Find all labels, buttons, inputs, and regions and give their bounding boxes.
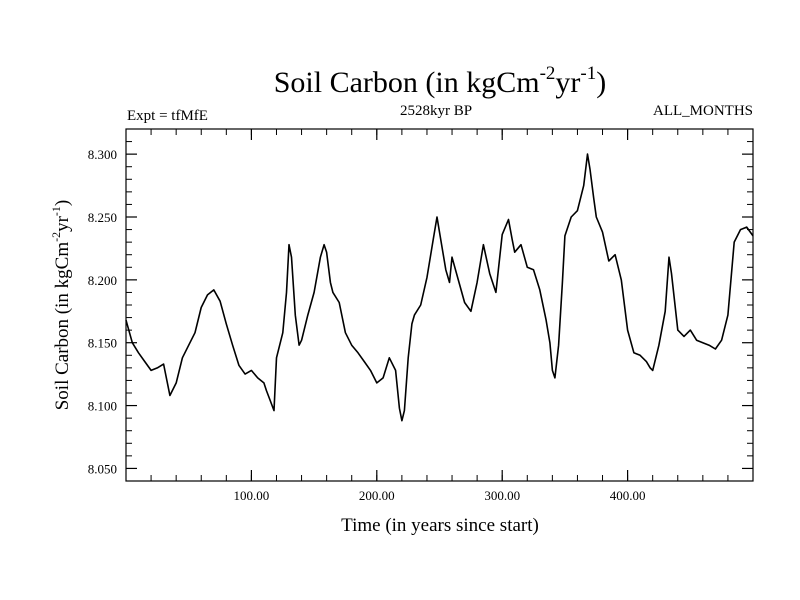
chart-title: Soil Carbon (in kgCm-2yr-1): [274, 63, 607, 99]
plot-frame: [125, 128, 754, 482]
experiment-label: Expt = tfMfE: [127, 108, 208, 124]
x-axis-label: Time (in years since start): [341, 515, 539, 536]
y-tick-label: 8.200: [88, 273, 117, 288]
y-tick-label: 8.050: [88, 461, 117, 476]
soil-carbon-series-line: [125, 153, 754, 422]
x-tick-label: 200.00: [359, 488, 395, 503]
y-tick-label: 8.250: [88, 210, 117, 225]
y-axis-label: Soil Carbon (in kgCm-2yr-1): [49, 200, 73, 411]
y-tick-label: 8.150: [88, 336, 117, 351]
period-label: 2528kyr BP: [400, 103, 472, 119]
x-tick-label: 100.00: [234, 488, 270, 503]
x-tick-label: 300.00: [484, 488, 520, 503]
x-tick-label: 400.00: [610, 488, 646, 503]
months-label: ALL_MONTHS: [653, 103, 753, 119]
axes: 100.00 200.00 300.00 400.00 8.050 8.100 8.150 8…: [88, 129, 753, 503]
y-tick-label: 8.300: [88, 147, 117, 162]
y-tick-label: 8.100: [88, 399, 117, 414]
